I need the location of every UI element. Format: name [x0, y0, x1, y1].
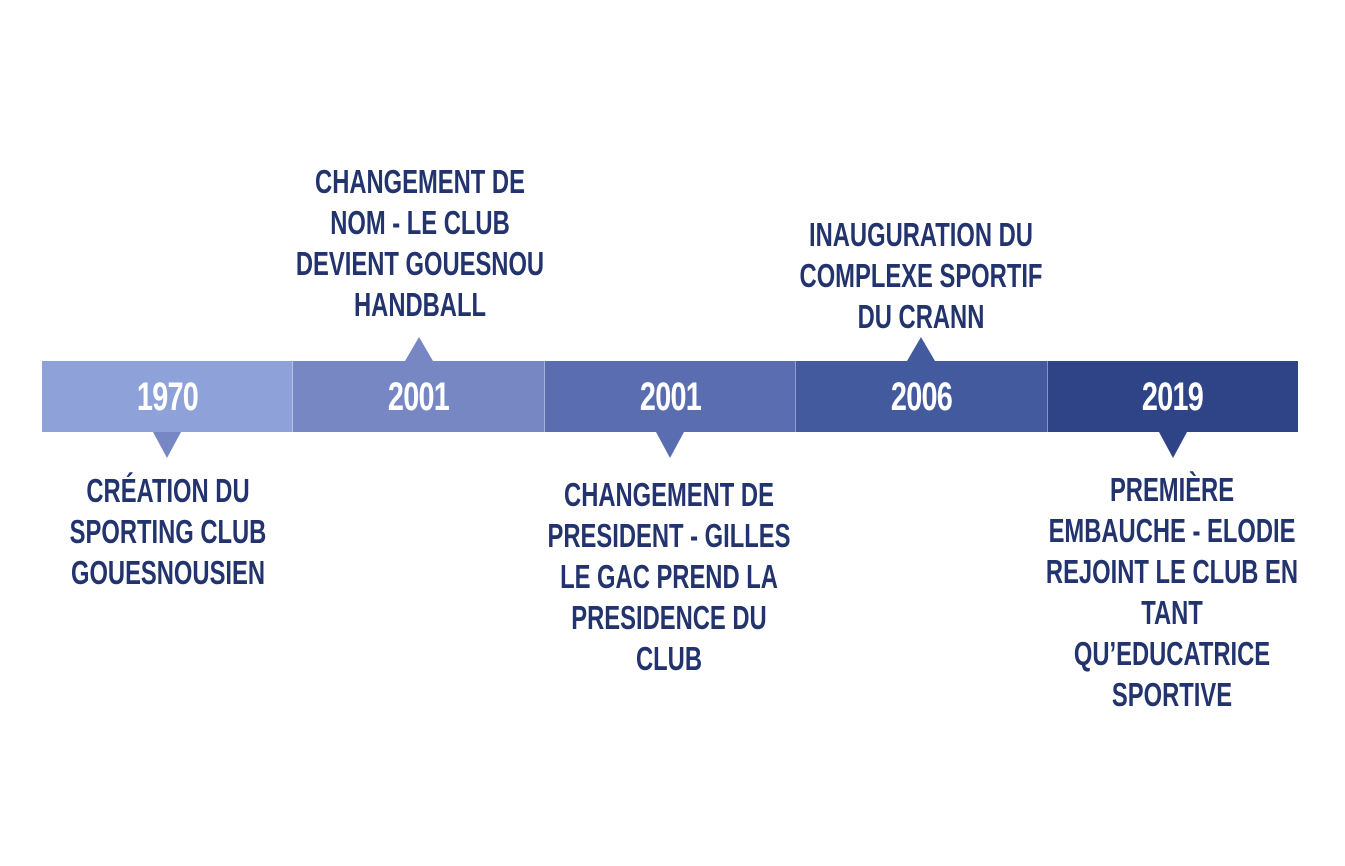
event-label-line: SPORTIVE: [1111, 676, 1233, 713]
event-label-line: REJOINT LE CLUB EN: [1045, 553, 1299, 590]
year-label: 1970: [136, 374, 199, 419]
event-label-line: CHANGEMENT DE: [315, 163, 525, 200]
event-label-line: CLUB: [636, 640, 702, 677]
arrow-up-icon: [907, 337, 936, 361]
timeline-bar: 1970 2001 2001 2006 2019: [42, 337, 1299, 458]
event-label-line: TANT: [1141, 594, 1203, 631]
event-label-line: PREMIÈRE: [1109, 471, 1235, 508]
timeline-segment-2019: 2019: [1047, 361, 1299, 458]
timeline-segment-2001-b: 2001: [544, 361, 797, 458]
arrow-down-icon: [1158, 432, 1187, 458]
arrow-down-icon: [656, 432, 685, 458]
event-label-line: QU’EDUCATRICE: [1073, 635, 1271, 672]
event-label-line: PRESIDENT - GILLES: [547, 517, 791, 554]
timeline-segment-2001-a: 2001: [293, 337, 545, 432]
event-label-line: COMPLEXE SPORTIF: [799, 257, 1043, 294]
event-label-2019: PREMIÈRE EMBAUCHE - ELODIE REJOINT LE CLUB…: [1032, 469, 1312, 715]
year-label: 2001: [388, 374, 450, 419]
event-label-line: DU CRANN: [857, 298, 985, 335]
event-label-line: GOUESNOUSIEN: [70, 554, 266, 591]
event-label-line: HANDBALL: [354, 286, 486, 323]
event-label-2001-name-change: CHANGEMENT DE NOM - LE CLUB DEVIENT GOUESN…: [280, 161, 560, 325]
event-label-line: SPORTING CLUB: [69, 513, 267, 550]
arrow-up-icon: [404, 337, 433, 361]
event-label-2006: INAUGURATION DU COMPLEXE SPORTIF DU CRANN: [781, 214, 1061, 337]
event-label-line: CHANGEMENT DE: [564, 476, 774, 513]
timeline-segment-2006: 2006: [796, 337, 1048, 432]
event-label-2001-president: CHANGEMENT DE PRESIDENT - GILLES LE GAC PR…: [529, 474, 809, 679]
event-label-line: EMBAUCHE - ELODIE: [1048, 512, 1296, 549]
event-label-line: INAUGURATION DU: [809, 216, 1033, 253]
event-label-line: CRÉATION DU: [86, 472, 250, 509]
event-label-line: PRESIDENCE DU: [571, 599, 767, 636]
year-label: 2001: [639, 374, 701, 419]
event-label-line: DEVIENT GOUESNOU: [295, 245, 545, 282]
timeline-segment-1970: 1970: [42, 361, 294, 458]
event-label-1970: CRÉATION DU SPORTING CLUB GOUESNOUSIEN: [28, 470, 308, 593]
event-label-line: NOM - LE CLUB: [330, 204, 510, 241]
year-label: 2006: [890, 374, 953, 419]
event-label-line: LE GAC PREND LA: [560, 558, 778, 595]
year-label: 2019: [1142, 374, 1204, 419]
arrow-down-icon: [153, 432, 182, 458]
